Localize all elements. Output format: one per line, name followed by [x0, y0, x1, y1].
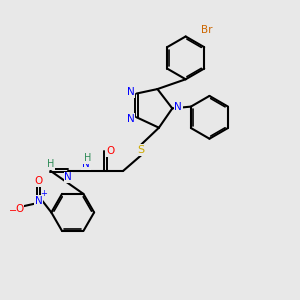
Text: S: S — [137, 145, 145, 155]
Text: N: N — [64, 172, 72, 182]
Text: H: H — [84, 153, 91, 163]
Text: N: N — [35, 196, 42, 206]
Text: N: N — [174, 102, 182, 112]
Text: N: N — [127, 87, 135, 97]
Text: H: H — [47, 159, 54, 169]
Text: −: − — [9, 206, 17, 216]
Text: +: + — [40, 189, 47, 198]
Text: N: N — [127, 114, 135, 124]
Text: O: O — [106, 146, 115, 157]
Text: O: O — [15, 204, 23, 214]
Text: N: N — [82, 159, 90, 169]
Text: O: O — [34, 176, 43, 186]
Text: Br: Br — [201, 25, 212, 34]
